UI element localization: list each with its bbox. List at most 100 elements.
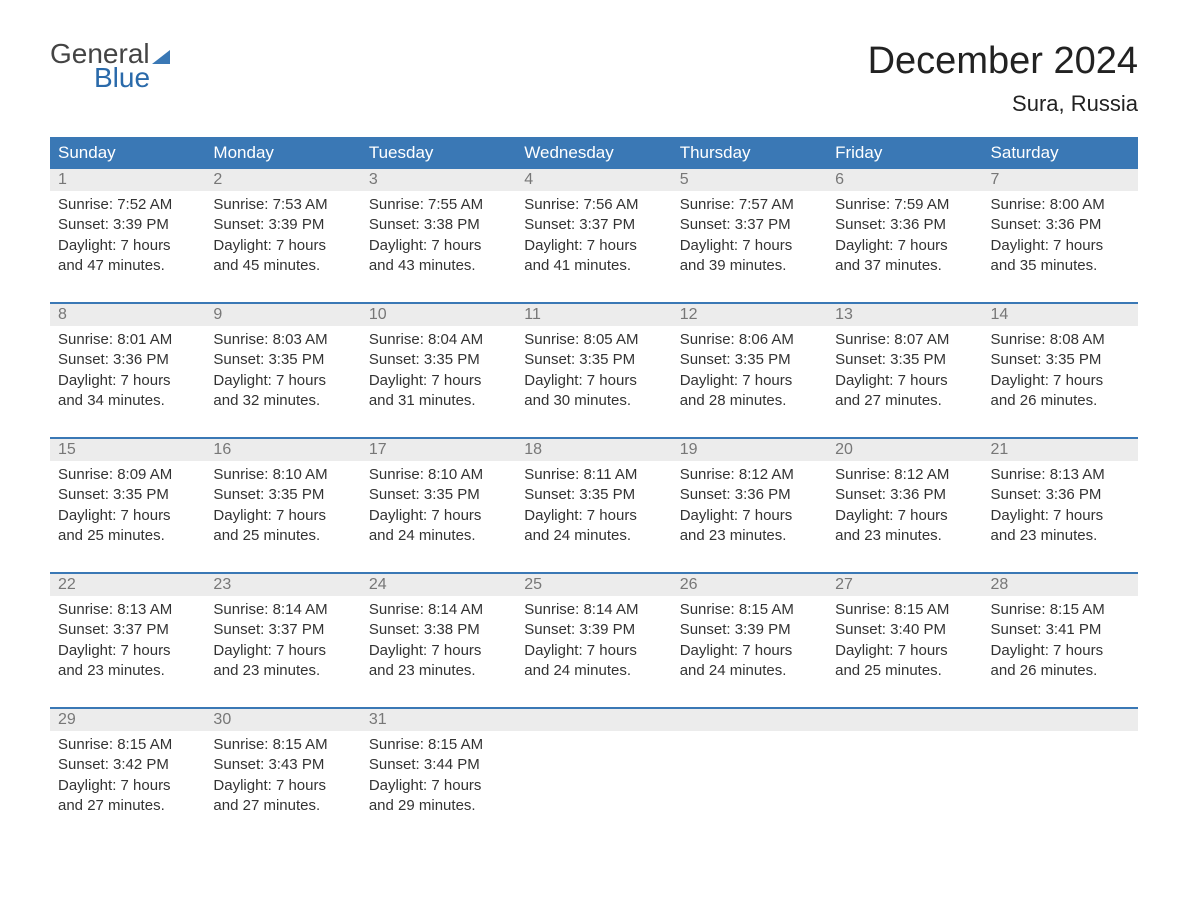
- day-sunrise: Sunrise: 8:00 AM: [991, 195, 1130, 215]
- day-day1: Daylight: 7 hours: [213, 371, 352, 391]
- day-number-row: 15161718192021: [50, 439, 1138, 461]
- day-day2: and 23 minutes.: [991, 526, 1130, 546]
- day-cell: Sunrise: 8:03 AMSunset: 3:35 PMDaylight:…: [205, 326, 360, 437]
- day-number-cell: 13: [827, 304, 982, 326]
- day-number-cell: 30: [205, 709, 360, 731]
- day-number-row: 22232425262728: [50, 574, 1138, 596]
- day-number-cell: 15: [50, 439, 205, 461]
- day-day1: Daylight: 7 hours: [369, 371, 508, 391]
- day-day1: Daylight: 7 hours: [991, 371, 1130, 391]
- day-number-cell: 23: [205, 574, 360, 596]
- day-day1: Daylight: 7 hours: [58, 776, 197, 796]
- day-day1: Daylight: 7 hours: [58, 236, 197, 256]
- day-sunrise: Sunrise: 8:03 AM: [213, 330, 352, 350]
- day-sunrise: Sunrise: 8:10 AM: [369, 465, 508, 485]
- day-sunrise: Sunrise: 8:14 AM: [369, 600, 508, 620]
- day-header: Sunday: [50, 137, 205, 169]
- day-number-cell: 26: [672, 574, 827, 596]
- day-cell: Sunrise: 8:06 AMSunset: 3:35 PMDaylight:…: [672, 326, 827, 437]
- day-sunset: Sunset: 3:35 PM: [680, 350, 819, 370]
- day-sunrise: Sunrise: 8:15 AM: [213, 735, 352, 755]
- day-day1: Daylight: 7 hours: [680, 641, 819, 661]
- day-sunset: Sunset: 3:35 PM: [58, 485, 197, 505]
- day-cell: Sunrise: 8:15 AMSunset: 3:42 PMDaylight:…: [50, 731, 205, 842]
- day-sunset: Sunset: 3:36 PM: [835, 215, 974, 235]
- day-cell: Sunrise: 8:01 AMSunset: 3:36 PMDaylight:…: [50, 326, 205, 437]
- day-sunset: Sunset: 3:37 PM: [524, 215, 663, 235]
- day-number-cell: 9: [205, 304, 360, 326]
- day-sunset: Sunset: 3:36 PM: [991, 215, 1130, 235]
- day-sunset: Sunset: 3:38 PM: [369, 620, 508, 640]
- day-sunrise: Sunrise: 7:53 AM: [213, 195, 352, 215]
- day-day1: Daylight: 7 hours: [991, 641, 1130, 661]
- day-number-cell: [516, 709, 671, 731]
- day-number-cell: 6: [827, 169, 982, 191]
- day-day2: and 23 minutes.: [58, 661, 197, 681]
- day-sunrise: Sunrise: 8:07 AM: [835, 330, 974, 350]
- day-day2: and 29 minutes.: [369, 796, 508, 816]
- day-number-cell: [672, 709, 827, 731]
- day-cell: Sunrise: 8:14 AMSunset: 3:37 PMDaylight:…: [205, 596, 360, 707]
- day-sunset: Sunset: 3:39 PM: [524, 620, 663, 640]
- day-sunset: Sunset: 3:36 PM: [835, 485, 974, 505]
- day-number-cell: 18: [516, 439, 671, 461]
- day-sunrise: Sunrise: 7:59 AM: [835, 195, 974, 215]
- day-cell: Sunrise: 8:15 AMSunset: 3:39 PMDaylight:…: [672, 596, 827, 707]
- day-number-cell: 22: [50, 574, 205, 596]
- day-day1: Daylight: 7 hours: [835, 236, 974, 256]
- day-day2: and 39 minutes.: [680, 256, 819, 276]
- day-day1: Daylight: 7 hours: [369, 641, 508, 661]
- day-number-cell: 5: [672, 169, 827, 191]
- day-day1: Daylight: 7 hours: [835, 371, 974, 391]
- day-sunset: Sunset: 3:38 PM: [369, 215, 508, 235]
- day-number-cell: 14: [983, 304, 1138, 326]
- day-sunset: Sunset: 3:39 PM: [58, 215, 197, 235]
- day-number-cell: 28: [983, 574, 1138, 596]
- day-number-row: 891011121314: [50, 304, 1138, 326]
- day-day2: and 23 minutes.: [680, 526, 819, 546]
- day-cell: Sunrise: 8:04 AMSunset: 3:35 PMDaylight:…: [361, 326, 516, 437]
- day-day2: and 23 minutes.: [835, 526, 974, 546]
- day-day1: Daylight: 7 hours: [835, 506, 974, 526]
- day-cell: Sunrise: 8:12 AMSunset: 3:36 PMDaylight:…: [827, 461, 982, 572]
- day-sunset: Sunset: 3:35 PM: [369, 485, 508, 505]
- day-cell: Sunrise: 8:15 AMSunset: 3:40 PMDaylight:…: [827, 596, 982, 707]
- day-sunrise: Sunrise: 8:14 AM: [213, 600, 352, 620]
- day-sunrise: Sunrise: 8:05 AM: [524, 330, 663, 350]
- day-day1: Daylight: 7 hours: [680, 506, 819, 526]
- day-number-cell: [827, 709, 982, 731]
- day-cell: Sunrise: 8:15 AMSunset: 3:41 PMDaylight:…: [983, 596, 1138, 707]
- day-cell: Sunrise: 7:52 AMSunset: 3:39 PMDaylight:…: [50, 191, 205, 302]
- day-cell: Sunrise: 8:14 AMSunset: 3:38 PMDaylight:…: [361, 596, 516, 707]
- day-day2: and 31 minutes.: [369, 391, 508, 411]
- day-number-cell: 19: [672, 439, 827, 461]
- day-day2: and 24 minutes.: [524, 661, 663, 681]
- day-day2: and 23 minutes.: [369, 661, 508, 681]
- day-cell: Sunrise: 7:55 AMSunset: 3:38 PMDaylight:…: [361, 191, 516, 302]
- day-number-cell: 27: [827, 574, 982, 596]
- day-cell: [672, 731, 827, 842]
- day-sunrise: Sunrise: 8:15 AM: [58, 735, 197, 755]
- day-day2: and 47 minutes.: [58, 256, 197, 276]
- day-sunrise: Sunrise: 7:55 AM: [369, 195, 508, 215]
- day-cell: Sunrise: 8:13 AMSunset: 3:37 PMDaylight:…: [50, 596, 205, 707]
- day-day2: and 25 minutes.: [213, 526, 352, 546]
- day-day1: Daylight: 7 hours: [369, 236, 508, 256]
- day-day2: and 25 minutes.: [58, 526, 197, 546]
- day-content-row: Sunrise: 7:52 AMSunset: 3:39 PMDaylight:…: [50, 191, 1138, 302]
- day-content-row: Sunrise: 8:15 AMSunset: 3:42 PMDaylight:…: [50, 731, 1138, 842]
- day-number-cell: 12: [672, 304, 827, 326]
- day-cell: Sunrise: 8:09 AMSunset: 3:35 PMDaylight:…: [50, 461, 205, 572]
- day-sunset: Sunset: 3:37 PM: [213, 620, 352, 640]
- day-cell: [516, 731, 671, 842]
- day-sunset: Sunset: 3:43 PM: [213, 755, 352, 775]
- day-cell: Sunrise: 8:12 AMSunset: 3:36 PMDaylight:…: [672, 461, 827, 572]
- day-cell: Sunrise: 7:56 AMSunset: 3:37 PMDaylight:…: [516, 191, 671, 302]
- day-sunrise: Sunrise: 8:15 AM: [991, 600, 1130, 620]
- day-header-row: Sunday Monday Tuesday Wednesday Thursday…: [50, 137, 1138, 169]
- day-header: Wednesday: [516, 137, 671, 169]
- day-day2: and 24 minutes.: [680, 661, 819, 681]
- logo-text-2: Blue: [94, 64, 170, 92]
- day-sunrise: Sunrise: 8:13 AM: [58, 600, 197, 620]
- day-number-cell: 16: [205, 439, 360, 461]
